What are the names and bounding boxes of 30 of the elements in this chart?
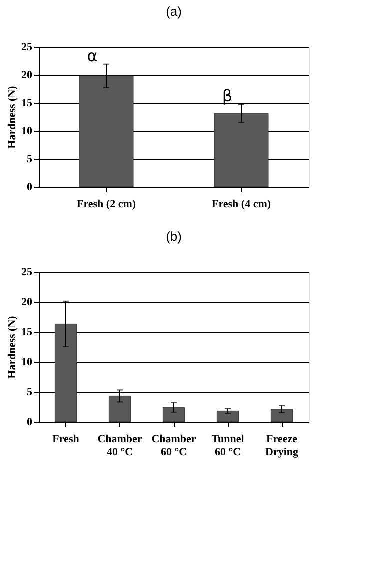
y-tick-label: 20 [22,296,33,308]
y-tick-label: 20 [22,70,33,82]
bar [270,409,294,422]
y-tick-label: 10 [22,126,33,138]
y-tick-label: 15 [22,326,33,338]
y-tick-label: 25 [22,42,33,54]
y-tick-label: 0 [27,416,33,428]
bar [216,410,240,422]
annotation: β [222,86,233,106]
chart-title: (b) [166,229,182,244]
x-tick-label: Chamber 40 °C [98,434,142,458]
bar [54,324,78,422]
x-tick-label: Fresh (2 cm) [76,198,136,210]
y-tick-label: 15 [22,98,33,110]
x-tick-label: Chamber 60 °C [152,434,196,458]
bar [162,407,186,422]
y-axis-title: Hardness (N) [6,86,18,149]
annotation: α [87,46,98,66]
y-axis-title: Hardness (N) [6,316,18,379]
y-tick-label: 0 [27,182,33,194]
bar [108,396,132,422]
chart-title: (a) [166,4,182,19]
x-tick-label: Fresh [52,434,80,446]
x-tick-label: Fresh (4 cm) [212,198,272,210]
y-tick-label: 5 [27,154,33,166]
y-tick-label: 5 [27,386,33,398]
y-tick-label: 10 [22,356,33,368]
y-tick-label: 25 [22,266,33,278]
x-tick-label: Freeze Drying [266,434,299,458]
x-tick-label: Tunnel 60 °C [212,434,244,458]
